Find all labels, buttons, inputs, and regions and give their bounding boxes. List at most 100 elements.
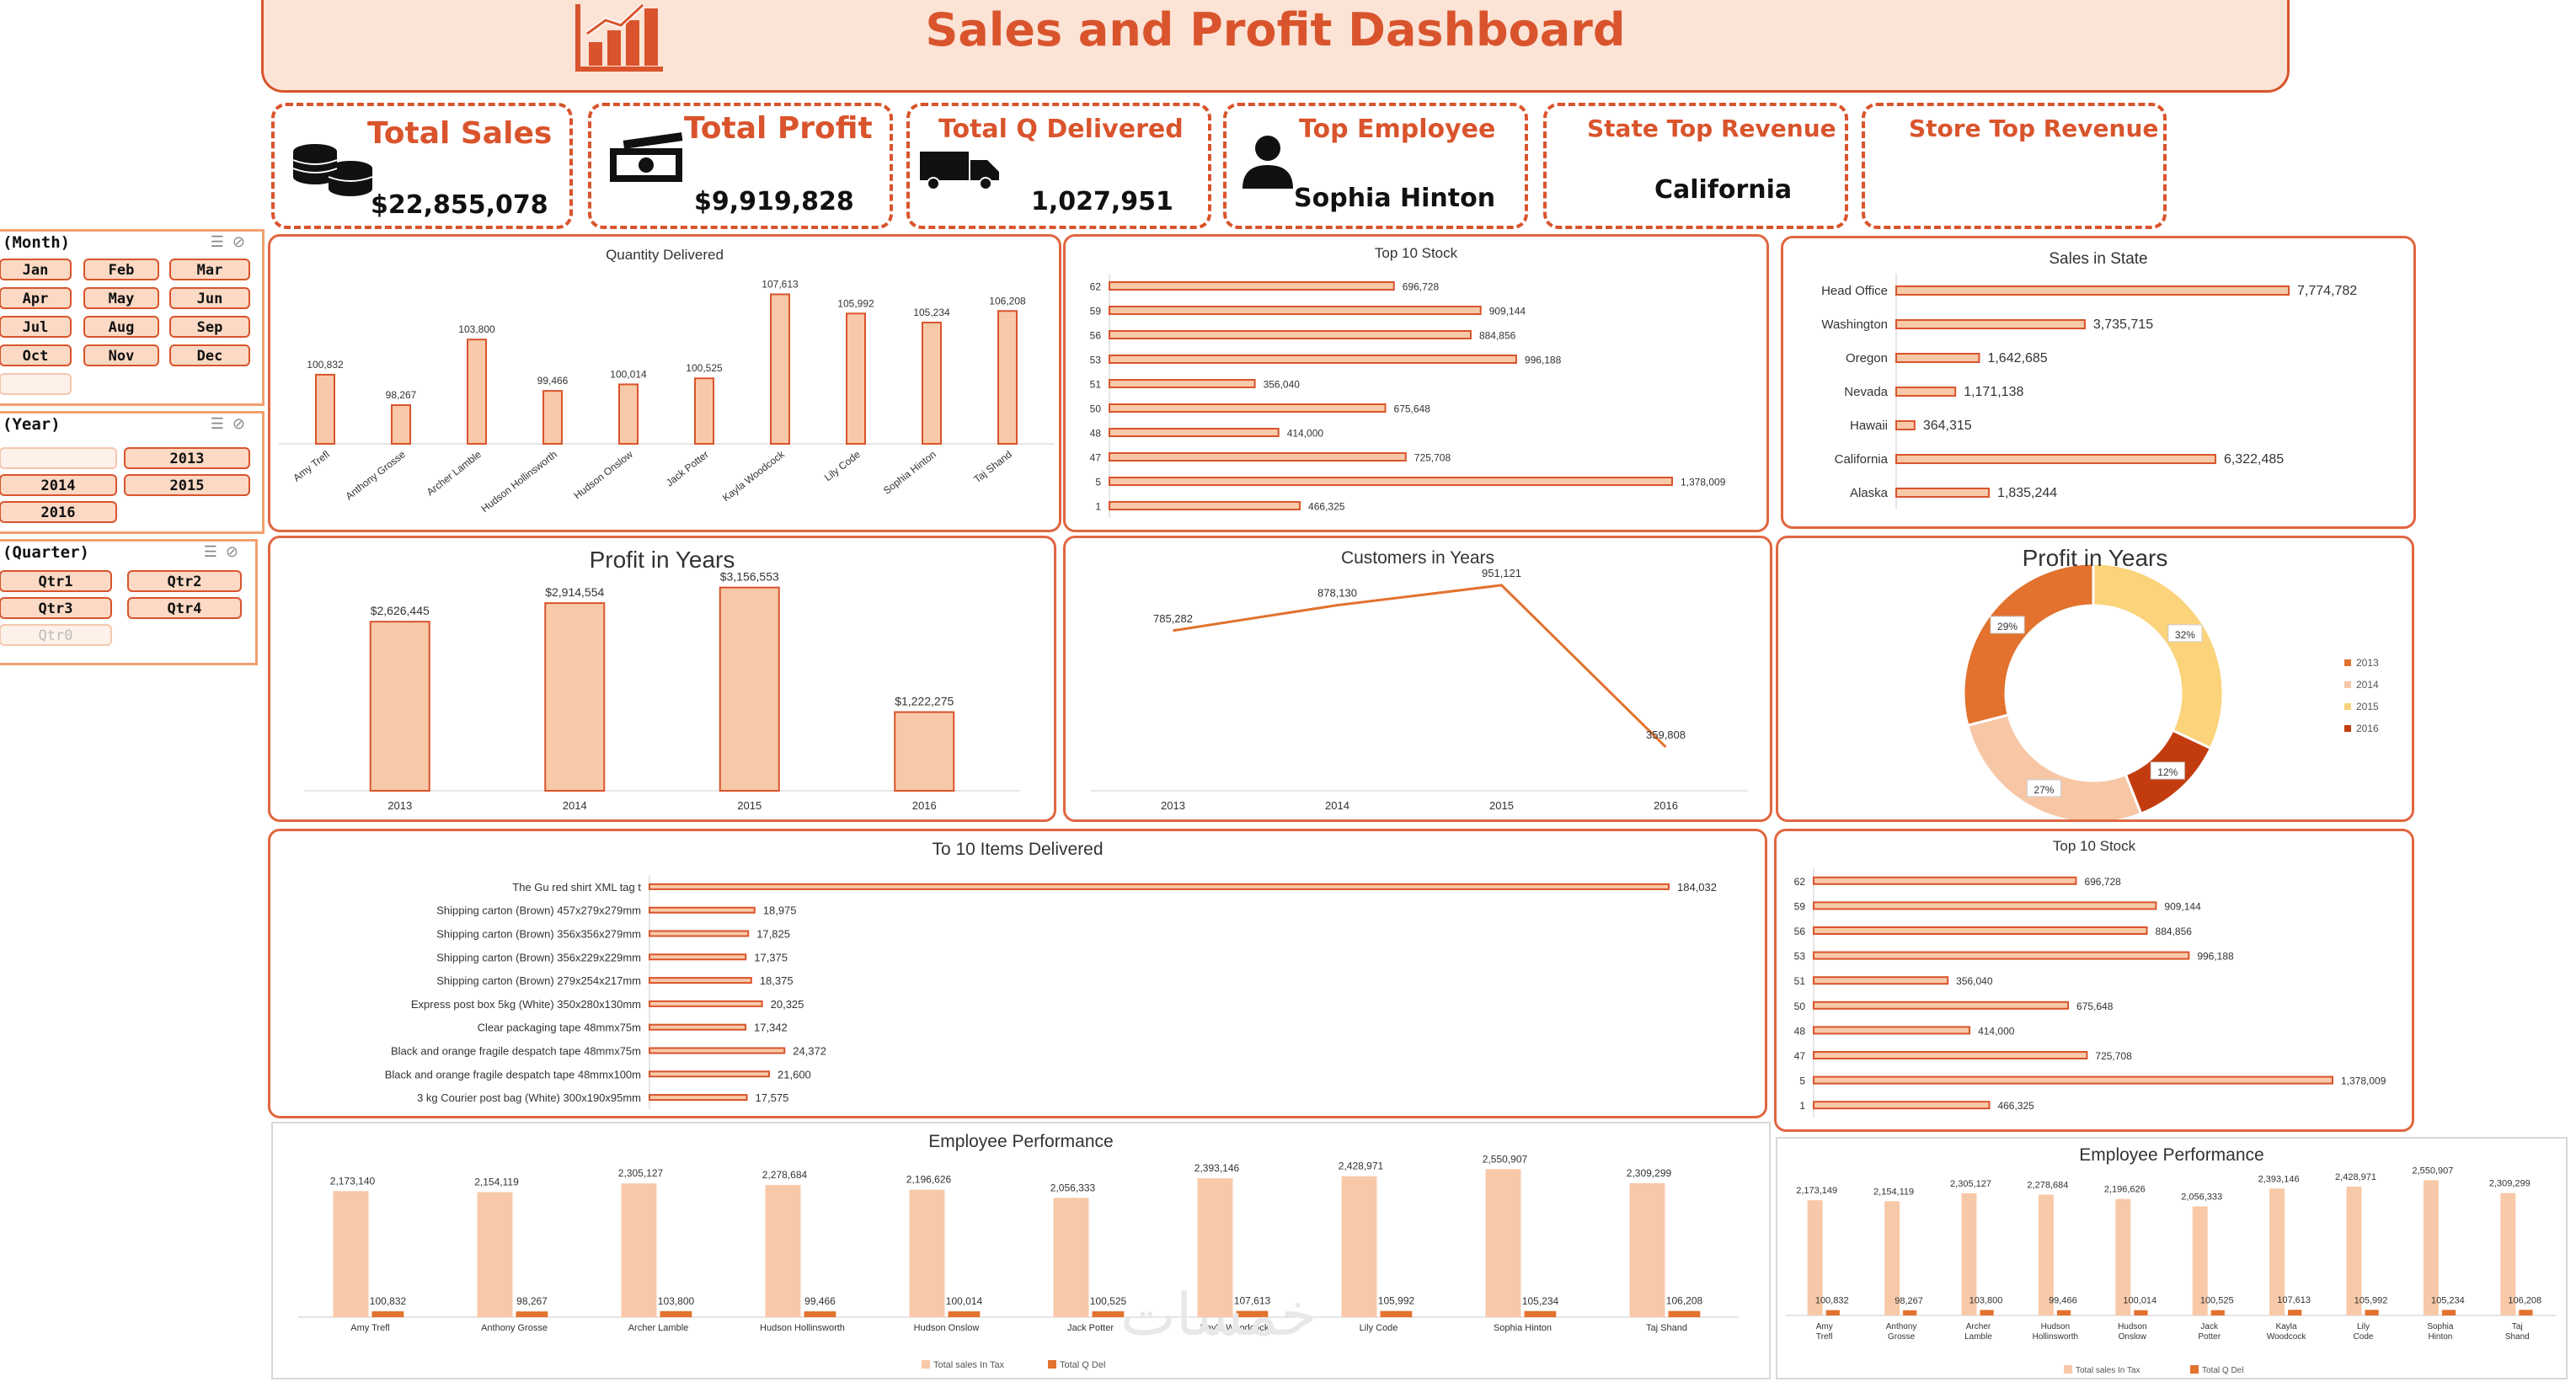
data-label: 2,393,146 <box>2258 1174 2300 1184</box>
bar <box>1813 876 2077 885</box>
data-label: 2,154,119 <box>1873 1187 1914 1197</box>
slicer-button-dec[interactable]: Dec <box>169 344 250 366</box>
legend-label: 2015 <box>2356 701 2379 712</box>
tick-label: 51 <box>1090 379 1102 391</box>
multi-select-icon[interactable]: ☰ <box>210 233 232 250</box>
legend-swatch <box>2190 1365 2199 1374</box>
bar <box>1895 488 1990 498</box>
data-label: 100,014 <box>2123 1296 2156 1306</box>
slicer-button-2015[interactable]: 2015 <box>124 474 250 496</box>
kpi-total-sales: Total Sales $22,855,078 <box>271 103 573 229</box>
slicer-button-qtr3[interactable]: Qtr3 <box>0 597 112 619</box>
data-label: 17,825 <box>756 928 790 941</box>
tick-label: Shipping carton (Brown) 279x254x217mm <box>436 974 641 987</box>
bar <box>649 906 756 914</box>
slicer-button-may[interactable]: May <box>83 287 159 309</box>
chart-title: Employee Performance <box>928 1132 1114 1151</box>
slicer-button-blank[interactable] <box>0 447 117 469</box>
multi-select-icon[interactable]: ☰ <box>210 415 232 432</box>
kpi-title: Total Profit <box>684 111 873 146</box>
profit-donut-panel: Profit in Years 32% 12% 27% 29% 2013 2014 2015… <box>1776 536 2414 822</box>
tick-label: Black and orange fragile despatch tape 4… <box>391 1045 641 1058</box>
data-label-box <box>1990 616 2025 634</box>
slicer-controls: ☰⊘ <box>211 415 254 433</box>
top-items-delivered-panel: To 10 Items Delivered 184,032 The Gu red … <box>268 829 1767 1118</box>
slicer-button-oct[interactable]: Oct <box>0 344 72 366</box>
slicer-controls: ☰⊘ <box>204 543 247 561</box>
data-label: 99,466 <box>2049 1296 2077 1306</box>
data-label: 2,309,299 <box>1627 1167 1672 1179</box>
bar <box>1895 454 2216 464</box>
data-label: 356,040 <box>1956 975 1993 987</box>
clear-filter-icon[interactable]: ⊘ <box>232 233 254 250</box>
data-label: 2,154,119 <box>474 1177 519 1188</box>
bar <box>649 1047 786 1054</box>
data-label: 466,325 <box>1308 501 1345 513</box>
data-label: 105,234 <box>2431 1295 2465 1305</box>
slicer-button-feb[interactable]: Feb <box>83 259 159 280</box>
slicer-button-aug[interactable]: Aug <box>83 316 159 338</box>
tick-label: Sophia Hinton <box>1494 1323 1552 1333</box>
slicer-button-mar[interactable]: Mar <box>169 259 250 280</box>
legend-label: Total sales In Tax <box>933 1360 1005 1370</box>
slicer-button-2016[interactable]: 2016 <box>0 501 117 523</box>
slicer-button-qtr0[interactable]: Qtr0 <box>0 624 112 646</box>
slicer-button-qtr1[interactable]: Qtr1 <box>0 570 112 592</box>
chart-title: Top 10 Stock <box>2052 838 2136 854</box>
kpi-state-top-revenue: State Top Revenue California <box>1543 103 1848 229</box>
bar-total-sales <box>2192 1206 2208 1315</box>
tick-label: Black and orange fragile despatch tape 4… <box>385 1068 641 1081</box>
slicer-button-2013[interactable]: 2013 <box>124 447 250 469</box>
data-label: 2,428,971 <box>1339 1161 1384 1172</box>
kpi-title: Total Q Delivered <box>938 115 1184 144</box>
series-line <box>1173 584 1667 749</box>
data-label: 909,144 <box>1489 306 1526 317</box>
data-label: 2,428,971 <box>2335 1172 2376 1182</box>
slicer-button-jun[interactable]: Jun <box>169 287 250 309</box>
slicer-button-qtr4[interactable]: Qtr4 <box>127 597 242 619</box>
legend-swatch <box>2344 681 2351 688</box>
data-label: 996,188 <box>1525 355 1562 366</box>
bar <box>1813 976 1949 985</box>
data-label: 996,188 <box>2197 951 2234 963</box>
slicer-button-2014[interactable]: 2014 <box>0 474 117 496</box>
data-label: 21,600 <box>778 1068 811 1081</box>
kpi-total-q-delivered: Total Q Delivered 1,027,951 <box>906 103 1211 229</box>
bar <box>694 377 714 445</box>
bar <box>1813 1026 1971 1035</box>
data-label: 2,309,299 <box>2489 1179 2531 1189</box>
bar <box>997 310 1018 445</box>
bar <box>649 1000 763 1007</box>
bar <box>1813 1075 2333 1085</box>
slicer-button-jul[interactable]: Jul <box>0 316 72 338</box>
pie-slice <box>1962 562 2095 728</box>
slicer-title: (Quarter) <box>3 543 89 562</box>
tick-label: Trefl <box>1816 1332 1833 1342</box>
clear-filter-icon[interactable]: ⊘ <box>232 415 254 432</box>
person-icon <box>1243 136 1293 189</box>
tick-label: Archer Lamble <box>425 448 484 498</box>
legend-label: 2013 <box>2356 657 2379 669</box>
data-label: 1,378,009 <box>1681 477 1726 488</box>
slicer-button-sep[interactable]: Sep <box>169 316 250 338</box>
bar <box>1813 926 2148 935</box>
tick-label: Amy Trefl <box>350 1323 389 1333</box>
bar <box>467 339 487 445</box>
clear-filter-icon[interactable]: ⊘ <box>225 543 247 560</box>
slicer-button-blank[interactable] <box>0 373 72 395</box>
bar <box>1109 403 1387 413</box>
month-slicer: (Month) ☰⊘ Jan Feb Mar Apr May Jun Jul A… <box>0 229 265 406</box>
tick-label: Kayla Woodcock <box>720 448 788 504</box>
slicer-button-qtr2[interactable]: Qtr2 <box>127 570 242 592</box>
data-label: 364,315 <box>1923 419 1972 433</box>
bar-total-q-del <box>2288 1310 2302 1315</box>
data-label: 105,234 <box>913 307 950 318</box>
chart-title: Sales in State <box>2049 250 2148 268</box>
data-label: 1,378,009 <box>2341 1075 2386 1087</box>
chart-title: To 10 Items Delivered <box>932 840 1104 859</box>
multi-select-icon[interactable]: ☰ <box>203 543 226 560</box>
data-label: 356,040 <box>1264 379 1301 391</box>
slicer-button-nov[interactable]: Nov <box>83 344 159 366</box>
slicer-button-apr[interactable]: Apr <box>0 287 72 309</box>
slicer-button-jan[interactable]: Jan <box>0 259 72 280</box>
